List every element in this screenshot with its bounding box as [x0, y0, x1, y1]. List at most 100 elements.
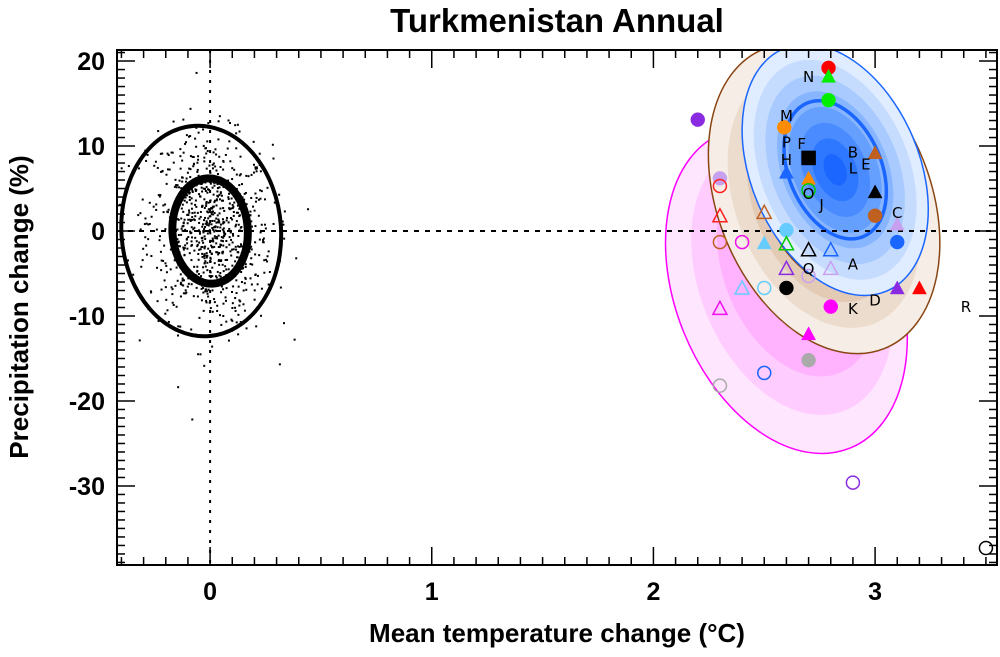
marker-blue-filled-triangle [779, 164, 794, 179]
variability-point [199, 215, 202, 218]
variability-point [259, 189, 262, 192]
variability-point [194, 189, 197, 192]
variability-point [196, 295, 199, 298]
variability-point [216, 214, 219, 217]
variability-point [205, 299, 208, 302]
variability-ellipse-inner [168, 174, 252, 288]
marker-lilac-open-triangle [822, 259, 840, 276]
variability-point [211, 310, 214, 313]
variability-point [192, 295, 195, 298]
variability-point [217, 138, 220, 141]
marker-gray-filled-circle [801, 352, 816, 368]
variability-point [228, 192, 231, 195]
variability-point [235, 147, 238, 150]
variability-point [201, 223, 204, 226]
variability-point [225, 287, 228, 290]
variability-point [245, 327, 248, 330]
variability-point [208, 222, 211, 225]
variability-point [238, 184, 241, 187]
variability-point [222, 199, 225, 202]
variability-point [232, 214, 235, 217]
variability-point [179, 273, 182, 276]
variability-point [195, 286, 198, 289]
variability-point [221, 228, 224, 231]
variability-point [253, 209, 256, 212]
variability-point [176, 279, 179, 282]
variability-point [218, 221, 221, 224]
variability-point [281, 220, 284, 223]
variability-point [178, 179, 181, 182]
variability-point [195, 126, 198, 129]
variability-point [239, 155, 242, 158]
y-tick-label: -20 [69, 388, 105, 416]
variability-point [210, 240, 213, 243]
variability-point [139, 212, 142, 215]
variability-point [217, 246, 220, 249]
variability-point [186, 247, 189, 250]
variability-point [203, 254, 206, 257]
variability-point [245, 288, 248, 291]
variability-point [185, 180, 188, 183]
variability-point [236, 256, 239, 259]
variability-point [213, 201, 216, 204]
variability-point [193, 249, 196, 252]
variability-point [179, 295, 182, 298]
variability-point [224, 232, 227, 235]
variability-point [199, 195, 202, 198]
variability-point [177, 234, 180, 237]
variability-point [159, 194, 162, 197]
variability-point [161, 169, 164, 172]
variability-point [219, 166, 222, 169]
variability-point [253, 289, 256, 292]
variability-point [256, 283, 259, 286]
variability-point [165, 298, 168, 301]
variability-point [182, 248, 185, 251]
variability-point [253, 298, 256, 301]
variability-point [172, 120, 175, 123]
variability-point [239, 300, 242, 303]
variability-point [197, 131, 200, 134]
variability-point [227, 221, 230, 224]
variability-point [202, 144, 205, 147]
variability-point [235, 248, 238, 251]
variability-ellipse-outer [119, 123, 284, 339]
variability-point [228, 202, 231, 205]
variability-point [170, 286, 173, 289]
variability-point [147, 223, 150, 226]
variability-point [145, 244, 148, 247]
variability-point [259, 170, 262, 173]
variability-point [258, 238, 261, 241]
marker-brown-open-triangle [755, 203, 773, 220]
variability-point [148, 201, 151, 204]
variability-point [206, 191, 209, 194]
variability-point [207, 201, 210, 204]
variability-point [164, 312, 167, 315]
variability-point [260, 314, 263, 317]
variability-point [239, 226, 242, 229]
variability-point [214, 148, 217, 151]
marker-red-open-triangle [711, 207, 729, 223]
variability-point [213, 230, 216, 233]
variability-point [222, 207, 225, 210]
variability-point [221, 252, 224, 255]
variability-point [199, 353, 202, 356]
variability-point [185, 201, 188, 204]
variability-point [158, 239, 161, 242]
variability-point [212, 240, 215, 243]
variability-point [226, 258, 229, 261]
variability-point [171, 293, 174, 296]
variability-point [156, 266, 159, 269]
variability-point [238, 214, 241, 217]
variability-point [219, 207, 222, 210]
variability-point [132, 273, 135, 276]
variability-point [198, 316, 201, 319]
variability-point [185, 134, 188, 137]
variability-point [216, 237, 219, 240]
variability-point [212, 228, 215, 231]
variability-point [235, 223, 238, 226]
variability-point [181, 277, 184, 280]
variability-point [192, 163, 195, 166]
variability-point [211, 289, 214, 292]
variability-point [199, 248, 202, 251]
variability-point [209, 182, 212, 185]
